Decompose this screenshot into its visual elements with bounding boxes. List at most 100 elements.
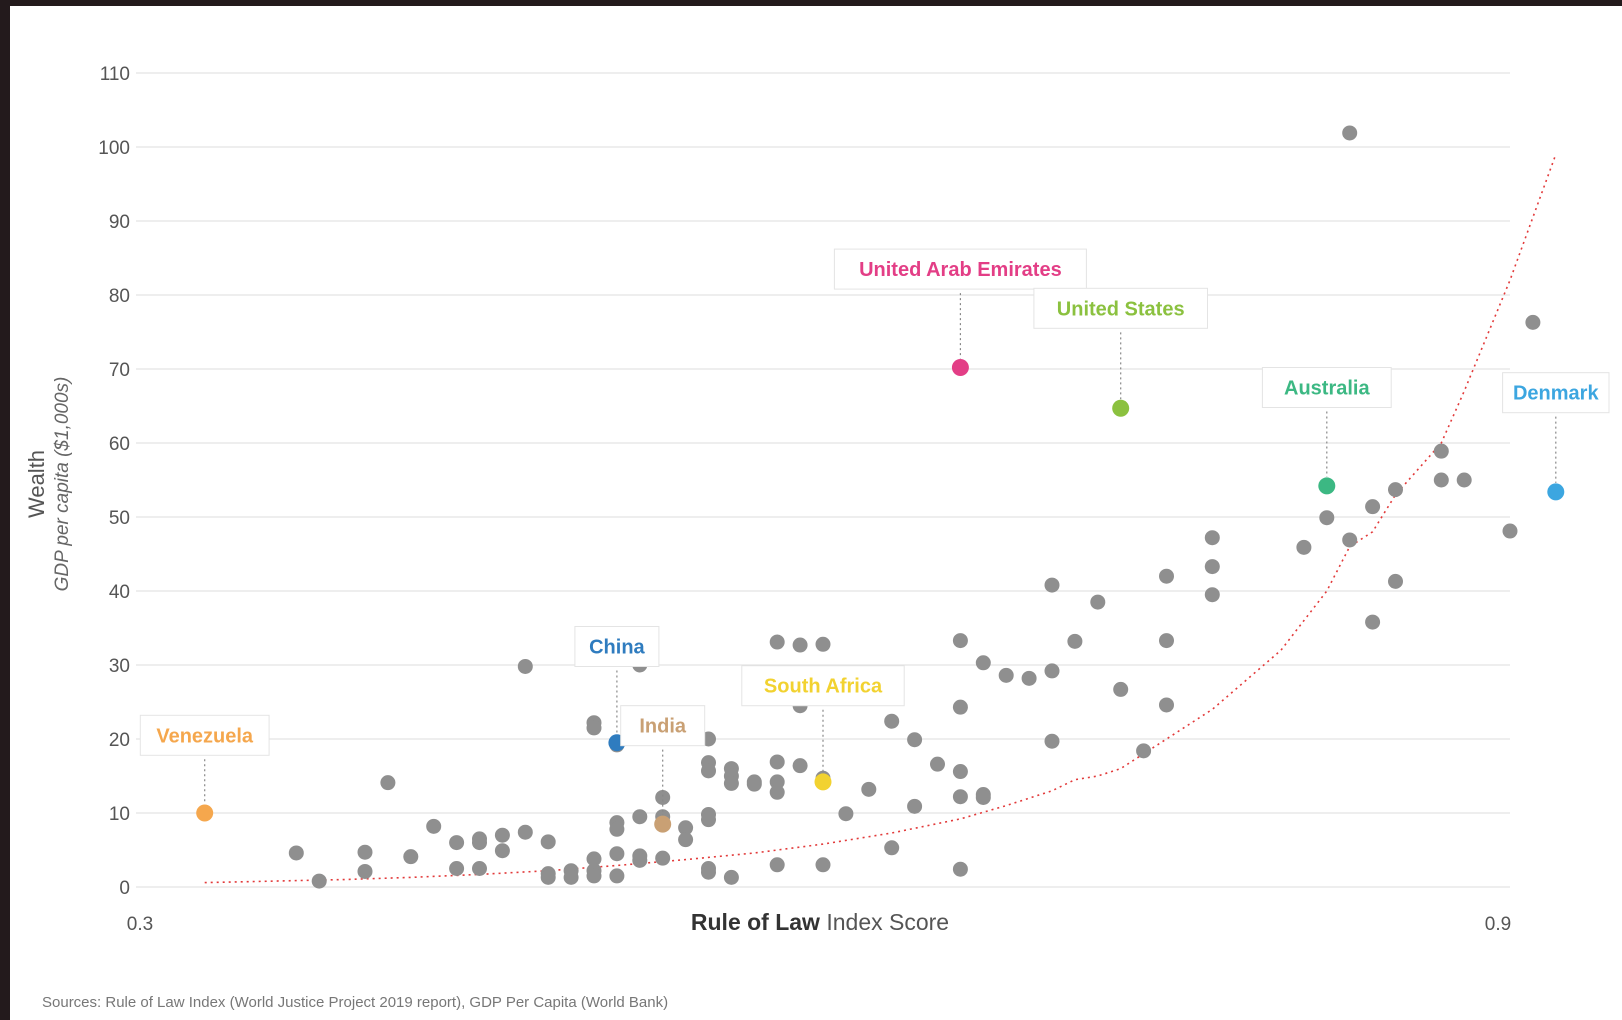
data-point — [746, 776, 762, 792]
data-point — [769, 784, 785, 800]
country-label: United Arab Emirates — [859, 259, 1062, 281]
data-point — [792, 758, 808, 774]
data-point — [655, 789, 671, 805]
data-point — [952, 633, 968, 649]
scatter-chart: 0 10 20 30 40 50 60 70 80 90 100 110 0.3 0.9 Rule of L… — [24, 64, 1610, 935]
data-point — [1525, 314, 1541, 330]
data-point — [1433, 443, 1449, 459]
data-point — [769, 754, 785, 770]
data-point — [494, 843, 510, 859]
data-point — [517, 658, 533, 674]
country-label: United States — [1057, 298, 1185, 320]
data-point — [952, 764, 968, 780]
y-tick-label: 20 — [109, 730, 130, 751]
y-axis-subtitle: GDP per capita ($1,000s) — [52, 377, 73, 592]
y-tick-label: 70 — [109, 360, 130, 381]
data-point — [769, 857, 785, 873]
data-point — [861, 781, 877, 797]
data-point — [586, 868, 602, 884]
country-label: China — [589, 637, 645, 659]
data-point — [838, 806, 854, 822]
data-point — [1044, 663, 1060, 679]
data-point — [472, 861, 487, 876]
y-tick-label: 110 — [100, 64, 130, 85]
data-point — [1044, 733, 1060, 749]
data-point — [1067, 633, 1083, 649]
country-label: Denmark — [1513, 383, 1599, 405]
data-point — [632, 809, 648, 825]
data-point — [494, 827, 510, 843]
data-point — [609, 868, 625, 884]
data-point — [1044, 577, 1060, 593]
label-box — [1502, 372, 1610, 414]
data-point — [1388, 482, 1403, 498]
data-point — [1296, 539, 1312, 555]
data-point — [563, 869, 579, 885]
data-point — [952, 861, 968, 877]
data-point — [1456, 472, 1472, 488]
data-point — [357, 863, 373, 879]
data-point — [380, 775, 396, 791]
data-point — [1365, 614, 1381, 630]
country-callout: India — [620, 705, 706, 833]
country-label: Australia — [1284, 378, 1370, 400]
data-point — [769, 774, 785, 790]
data-point — [609, 846, 625, 862]
data-point — [357, 844, 373, 860]
data-point — [449, 861, 465, 876]
highlighted-point — [1547, 483, 1565, 501]
y-tick-label: 50 — [109, 508, 130, 529]
y-tick-label: 100 — [98, 138, 130, 159]
y-tick-label: 30 — [109, 656, 130, 677]
data-point — [1365, 499, 1381, 515]
data-point — [1342, 532, 1358, 548]
country-callout: South Africa — [741, 665, 905, 791]
data-point — [1319, 510, 1335, 526]
highlighted-point — [196, 804, 214, 822]
data-point — [1159, 568, 1174, 584]
country-callout: China — [574, 626, 660, 752]
country-label: Venezuela — [156, 725, 254, 747]
data-point — [975, 655, 991, 671]
data-point — [311, 873, 327, 889]
x-axis-title-bold: Rule of Law — [691, 909, 820, 935]
country-label: India — [639, 716, 687, 738]
source-note: Sources: Rule of Law Index (World Justic… — [42, 994, 669, 1011]
data-point — [952, 789, 968, 805]
data-point — [815, 636, 831, 652]
label-box — [574, 626, 660, 667]
data-point — [1433, 472, 1449, 488]
highlighted-point — [951, 359, 969, 377]
data-point — [975, 789, 991, 805]
data-point — [1090, 594, 1106, 610]
data-point — [930, 756, 945, 772]
y-tick-label: 80 — [109, 286, 130, 307]
data-point — [403, 849, 419, 865]
data-point — [586, 720, 602, 736]
chart-frame: 0 10 20 30 40 50 60 70 80 90 100 110 0.3 0.9 Rule of L… — [10, 6, 1622, 1020]
x-axis-title: Rule of Law Index Score — [691, 909, 949, 935]
data-point — [1388, 573, 1403, 589]
data-point — [792, 637, 808, 653]
highlighted-point — [1112, 399, 1130, 417]
data-point — [655, 850, 671, 866]
data-point — [678, 820, 694, 836]
data-point — [1502, 523, 1518, 539]
data-point — [952, 699, 968, 715]
label-box — [1261, 367, 1392, 408]
data-point — [1113, 681, 1129, 697]
data-point — [1159, 697, 1174, 713]
y-tick-label: 60 — [109, 434, 130, 455]
highlighted-point — [1318, 477, 1336, 495]
label-box — [1033, 287, 1209, 329]
country-callout: Venezuela — [139, 714, 270, 822]
country-callout: United Arab Emirates — [833, 248, 1087, 377]
y-tick-label: 10 — [109, 804, 130, 825]
data-point — [586, 851, 602, 867]
data-point — [609, 821, 625, 837]
y-tick-label: 40 — [109, 582, 130, 603]
data-point — [449, 835, 465, 851]
country-label: South Africa — [764, 676, 883, 698]
data-point — [723, 775, 739, 791]
y-axis-title: Wealth — [24, 450, 49, 518]
